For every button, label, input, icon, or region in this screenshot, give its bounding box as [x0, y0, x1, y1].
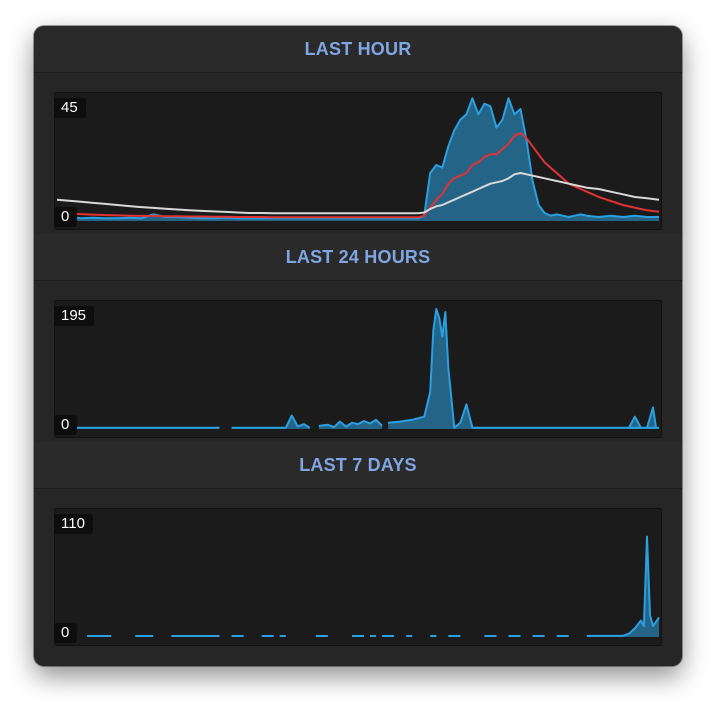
last-7-days-y-min-label: 0 — [55, 623, 78, 643]
chart-plot — [57, 308, 659, 429]
last-24-hours-chart: 195 0 — [54, 300, 662, 438]
chart-plot — [87, 535, 660, 637]
last-24-hours-y-min-label: 0 — [55, 415, 78, 435]
last-24-hours-spike-1-area — [628, 416, 641, 429]
last-24-hours-spike-2-line — [646, 406, 657, 429]
last-hour-series-3-line — [56, 172, 660, 215]
last-24-hours-spike-1-line — [628, 415, 642, 429]
last-7-days-peak-line — [586, 535, 660, 637]
last-hour-series-1-line — [56, 97, 659, 220]
last-24-hours-header: LAST 24 HOURS — [34, 234, 682, 281]
last-7-days-peak-area — [586, 536, 659, 637]
last-24-hours-segment-3-line — [318, 418, 383, 429]
last-24-hours-segment-2-line — [231, 414, 311, 429]
last-24-hours-segment-4-line — [388, 308, 659, 429]
last-hour-y-min-label: 0 — [55, 207, 78, 227]
last-7-days-header: LAST 7 DAYS — [34, 442, 682, 489]
last-7-days-chart: 110 0 — [54, 508, 662, 646]
stats-window: LAST HOUR 45 0 LAST 24 HOURS 195 0 LAST … — [34, 26, 682, 666]
last-hour-y-max-label: 45 — [55, 98, 86, 118]
last-7-days-y-max-label: 110 — [55, 514, 93, 534]
last-hour-header: LAST HOUR — [34, 26, 682, 73]
last-hour-chart: 45 0 — [54, 92, 662, 230]
last-hour-series-1-area — [57, 98, 659, 221]
last-hour-series-2-line — [56, 132, 660, 219]
chart-plot — [56, 97, 660, 221]
last-24-hours-segment-4-area — [388, 309, 659, 429]
last-24-hours-y-max-label: 195 — [55, 306, 95, 326]
